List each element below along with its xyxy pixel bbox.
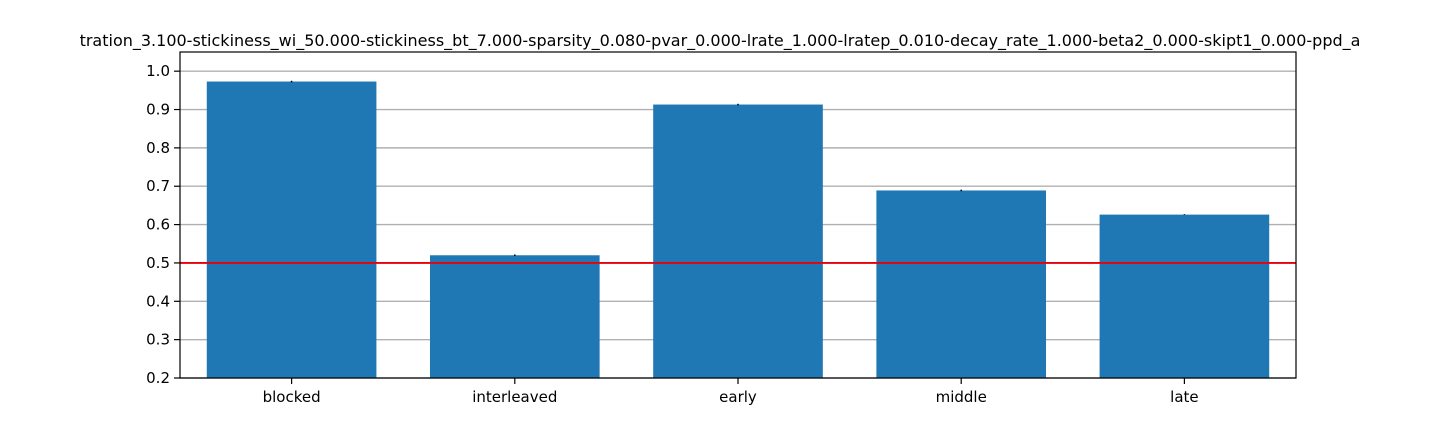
x-tick-label-blocked: blocked: [263, 388, 321, 406]
bar-interleaved: [429, 255, 600, 378]
bar-late: [1099, 214, 1270, 378]
y-tick-label: 0.5: [146, 254, 170, 272]
x-tick-label-interleaved: interleaved: [472, 388, 557, 406]
bar-blocked: [206, 81, 377, 378]
x-axis-ticks: blocked interleaved early middle late: [263, 378, 1199, 406]
y-tick-label: 0.8: [146, 139, 170, 157]
bar-early: [653, 104, 823, 379]
y-tick-label: 0.9: [146, 101, 170, 119]
y-tick-label: 0.7: [146, 177, 170, 195]
y-tick-label: 1.0: [146, 62, 170, 80]
bar-middle: [876, 190, 1047, 378]
y-tick-label: 0.4: [146, 292, 170, 310]
y-tick-label: 0.6: [146, 216, 170, 234]
y-tick-label: 0.3: [146, 331, 170, 349]
y-tick-label: 0.2: [146, 369, 170, 387]
y-axis-ticks: 0.2 0.3 0.4 0.5 0.6 0.7 0.8 0.9 1.0: [146, 62, 180, 387]
x-tick-label-early: early: [719, 388, 757, 406]
error-bars: [290, 80, 1186, 257]
chart-title: tration_3.100-stickiness_wi_50.000-stick…: [80, 31, 1361, 51]
x-tick-label-late: late: [1170, 388, 1198, 406]
x-tick-label-middle: middle: [936, 388, 987, 406]
bars: [206, 81, 1270, 379]
